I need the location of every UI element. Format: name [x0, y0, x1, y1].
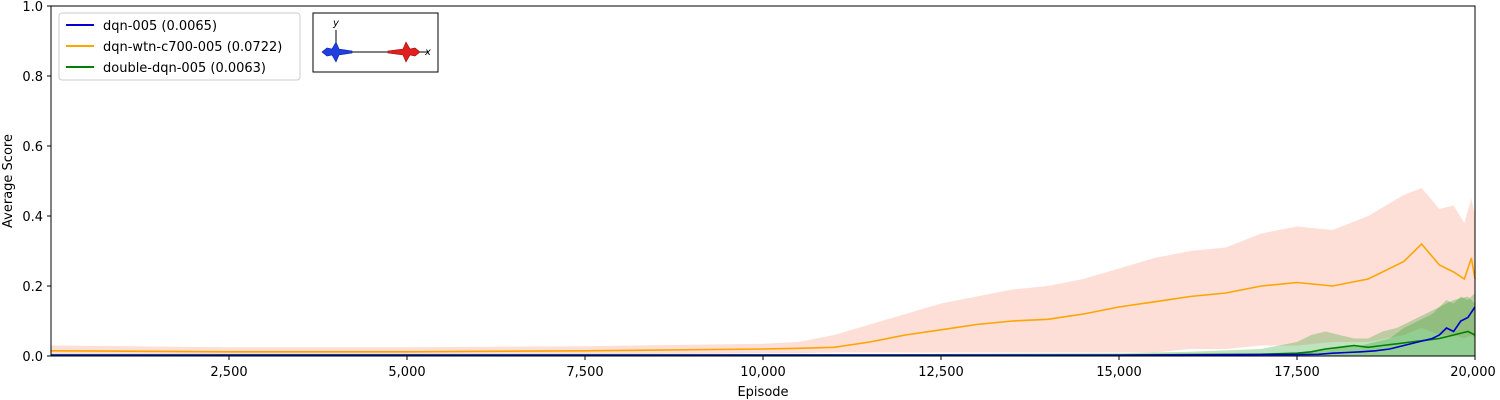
blue-aircraft-icon: [321, 41, 353, 63]
inset-y-label: y: [332, 18, 340, 29]
red-aircraft-icon: [387, 41, 421, 63]
band-dqn-wtn: [51, 188, 1475, 355]
y-tick-label: 0.4: [22, 210, 43, 225]
band-dqn: [51, 293, 1475, 356]
line-dqn-wtn: [50, 242, 1476, 353]
x-tick-label: 5,000: [388, 365, 425, 380]
legend-box: [58, 12, 301, 81]
y-axis-title: Average Score: [1, 134, 16, 228]
x-tick-label: 15,000: [1096, 365, 1142, 380]
x-axis-ticks: 2,500 5,000 7,500 10,000 12,500 15,000 17,500 2…: [210, 356, 1496, 380]
x-tick-label: 2,500: [210, 365, 247, 380]
inset-box: [312, 12, 439, 73]
x-tick-label: 17,500: [1274, 365, 1320, 380]
inset-x-label: x: [424, 47, 431, 58]
y-tick-label: 0.2: [22, 280, 43, 295]
y-axis-ticks: 0.0 0.2 0.4 0.6 0.8 1.0: [22, 0, 51, 365]
series-lines: [50, 242, 1476, 357]
y-tick-label: 1.0: [22, 0, 43, 15]
x-tick-label: 10,000: [740, 365, 786, 380]
x-axis-title: Episode: [737, 385, 788, 400]
x-tick-label: 7,500: [566, 365, 603, 380]
aircraft-inset: y x: [312, 12, 439, 73]
x-tick-label: 20,000: [1450, 365, 1496, 380]
band-double-dqn: [51, 296, 1475, 356]
legend-label-dqn-wtn: dqn-wtn-c700-005 (0.0722): [103, 40, 282, 55]
line-dqn: [51, 306, 1476, 357]
y-tick-label: 0.8: [22, 70, 43, 85]
legend-label-dqn: dqn-005 (0.0065): [103, 19, 217, 34]
y-tick-label: 0.0: [22, 350, 43, 365]
legend-label-double-dqn: double-dqn-005 (0.0063): [103, 61, 266, 76]
x-tick-label: 12,500: [918, 365, 964, 380]
y-tick-label: 0.6: [22, 140, 43, 155]
legend: dqn-005 (0.0065) dqn-wtn-c700-005 (0.072…: [58, 12, 301, 81]
confidence-bands: [51, 188, 1475, 356]
